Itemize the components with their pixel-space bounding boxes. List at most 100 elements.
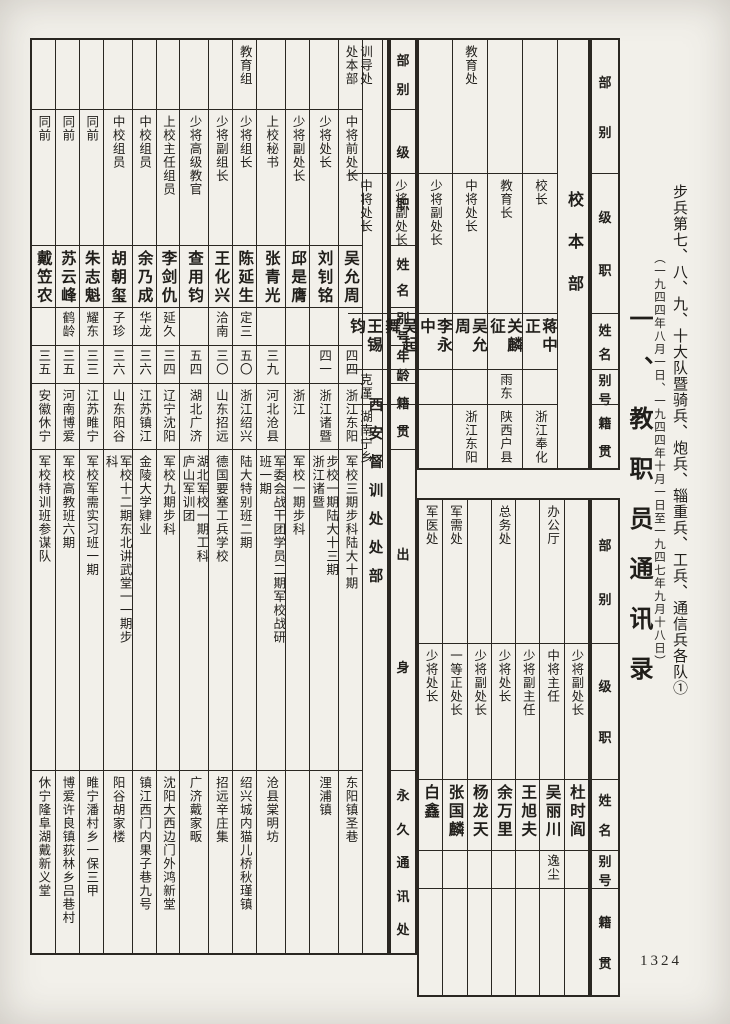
- cell-native: [492, 889, 515, 995]
- name-value: 朱志魁: [82, 250, 100, 306]
- cell-native: 浙江诸暨: [310, 384, 339, 451]
- address-value: 博爱许良镇荻林乡吕巷村: [60, 775, 75, 925]
- origin-value: 军校高教班六期: [60, 455, 75, 550]
- cell-bubie: 教育组: [233, 40, 257, 110]
- cell-origin: 德国要塞工兵学校: [209, 450, 233, 771]
- bubie-value: 军医处: [423, 505, 438, 546]
- rank-value: 少将高级教官: [187, 114, 202, 196]
- person-column: 少将处长 刘钊铭 四一 浙江诸暨 步校一期陆大十三期 浙江诸暨 浬浦镇: [309, 40, 339, 953]
- cell-address: [286, 771, 309, 953]
- cell-native: 浙江东阳: [339, 384, 362, 451]
- alias-value: 延久: [160, 310, 175, 338]
- address-value: 招远辛庄集: [213, 775, 228, 844]
- name-value: 邱是膺: [289, 250, 307, 306]
- cell-name: 陈延生: [233, 246, 257, 308]
- cell-alias: [383, 370, 417, 405]
- cell-native: 河南博爱: [55, 384, 79, 451]
- header-char: 部: [598, 537, 612, 553]
- bubie-value: 训导处: [358, 45, 372, 86]
- header-char: 久: [396, 821, 410, 837]
- cell-bubie: [516, 500, 540, 644]
- person-column: 教育组 少将组长 陈延生 定三 五〇 浙江绍兴 陆大特别班二期 绍兴城内猫儿桥秋瑾镇: [232, 40, 257, 953]
- header-char: 别: [396, 310, 410, 326]
- header-field-bubie: 部别: [592, 40, 618, 174]
- header-field-alias: 别号: [391, 308, 415, 346]
- cell-rank: 中将处长: [348, 174, 382, 315]
- rank-value: 中将处长: [463, 178, 477, 233]
- header-field-name: 姓名: [592, 314, 618, 370]
- right-table-header-bottom: 部别级职姓名别号籍贯: [590, 498, 620, 997]
- cell-alias: [31, 308, 55, 346]
- person-column: 教育处 中将处长 吴允周 浙江东阳: [452, 40, 487, 468]
- name-value: 吴允周: [342, 250, 360, 306]
- address-value: 睢宁潘村乡一保三甲: [84, 775, 99, 898]
- unit-group-label: 西安督训处处部: [366, 396, 383, 597]
- header-char: 讯: [396, 888, 410, 904]
- origin-value: 步校一期陆大十三期 浙江诸暨: [310, 455, 339, 577]
- cell-bubie: 教育处: [453, 40, 487, 174]
- age-value: 三九: [264, 348, 279, 376]
- right-table-header-top: 部别级职姓名别号籍贯: [590, 38, 620, 470]
- person-column: 教育长 关麟征 雨东 陕西户县: [487, 40, 522, 468]
- cell-bubie: [257, 40, 286, 110]
- origin-value: 德国要塞工兵学校: [213, 455, 228, 564]
- cell-native: [516, 889, 539, 995]
- person-column: 中校组员 余乃成 华龙 三六 江苏镇江 金陵大学肄业 镇江西门内果子巷九号: [131, 40, 156, 953]
- cell-native: [419, 889, 442, 995]
- cell-bubie: [55, 40, 79, 110]
- address-value: 东阳镇圣巷: [343, 775, 358, 844]
- cell-rank: 同前: [79, 110, 103, 247]
- cell-origin: 金陵大学肄业: [132, 450, 156, 771]
- header-char: 永: [396, 788, 410, 804]
- origin-value: 军校三期步科陆大十期: [343, 455, 358, 591]
- header-char: 号: [598, 391, 612, 407]
- cell-age: 三五: [31, 346, 55, 384]
- header-field-name: 姓名: [592, 780, 618, 851]
- cell-name: 余万里: [491, 780, 516, 852]
- cell-alias: 延久: [156, 308, 180, 346]
- cell-rank: 少将副处长: [418, 174, 452, 315]
- person-column: 少将副处长 杨龙天: [466, 500, 491, 995]
- header-field-name: 姓名: [391, 246, 415, 308]
- cell-name: 胡朝玺: [103, 246, 132, 308]
- name-value: 余万里: [495, 783, 513, 840]
- cell-alias: [516, 851, 540, 889]
- name-value: 吴起舞: [383, 318, 417, 356]
- cell-native: 浙江绍兴: [233, 384, 257, 451]
- name-value: 余乃成: [135, 250, 153, 306]
- cell-age: 三五: [55, 346, 79, 384]
- cell-name: 吴允周: [339, 246, 362, 308]
- cell-rank: 少将处长: [491, 644, 516, 780]
- cell-alias: [564, 851, 588, 889]
- header-char: 级: [396, 145, 410, 161]
- header-char: 别: [598, 372, 612, 388]
- cell-rank: 少将副处长: [383, 174, 417, 315]
- cell-name: 李剑仇: [156, 246, 180, 308]
- cell-alias: [467, 851, 491, 889]
- name-value: 蒋中正: [523, 318, 557, 356]
- cell-rank: 少将处长: [419, 644, 443, 780]
- header-char: 职: [396, 196, 410, 212]
- cell-native: 陕西户县: [488, 405, 522, 468]
- cell-alias: [310, 308, 339, 346]
- person-column: 少将副主任 王旭夫: [515, 500, 540, 995]
- cell-alias: 洽南: [209, 308, 233, 346]
- cell-bubie: [180, 40, 209, 110]
- name-value: 吴允周: [453, 318, 487, 356]
- cell-bubie: 军需处: [443, 500, 467, 644]
- name-value: 关麟征: [488, 318, 522, 356]
- rank-value: 中将处长: [358, 178, 372, 233]
- cell-rank: 少将处长: [310, 110, 339, 247]
- origin-value: 金陵大学肄业: [137, 455, 152, 537]
- right-table-top-tier: 校本部 校长 蒋中正 浙江奉化 教育长 关麟征 雨东 陕西户县 教育处 中将处长 吴允周 浙江东阳 少将…: [348, 38, 590, 470]
- header-char: 别: [396, 82, 410, 98]
- cell-name: 刘钊铭: [310, 246, 339, 308]
- name-value: 王旭夫: [519, 783, 537, 840]
- rank-value: 少将副组长: [213, 114, 228, 183]
- alias-value: 洽南: [213, 310, 228, 338]
- unit-group-column: 西安督训处处部: [362, 40, 387, 953]
- cell-alias: [491, 851, 516, 889]
- age-value: 三六: [137, 348, 152, 376]
- right-table-bottom-tier: 少将副处长 杜时阎 办公厅 中将主任 吴丽川 逸尘 少将副主任 王旭夫 总务处 少将处长 余万里 少将…: [417, 498, 590, 997]
- cell-name: 苏云峰: [55, 246, 79, 308]
